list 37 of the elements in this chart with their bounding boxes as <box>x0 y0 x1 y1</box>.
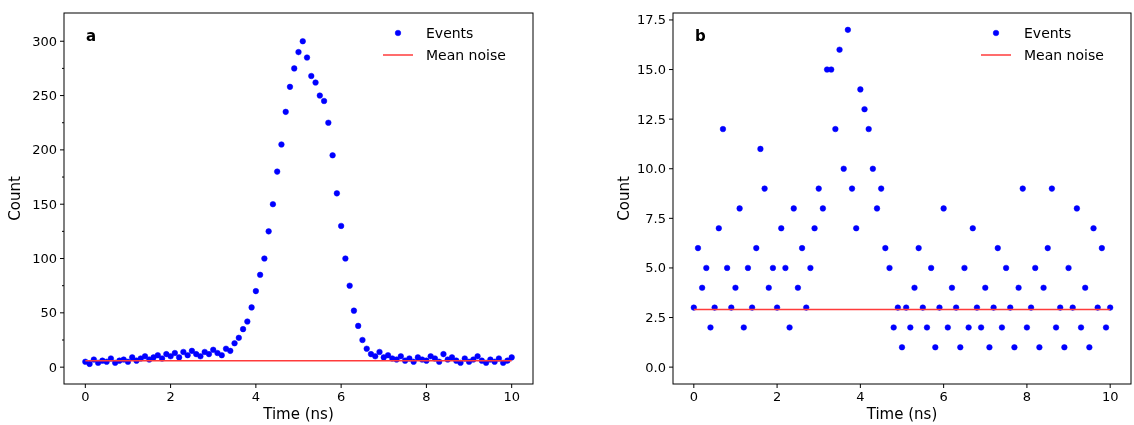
legend-label: Mean noise <box>426 47 506 63</box>
y-tick-label: 17.5 <box>637 12 666 28</box>
y-tick-label: 7.5 <box>645 210 666 226</box>
x-tick-label: 2 <box>166 389 175 404</box>
legend-label: Events <box>1024 25 1072 41</box>
x-tick-label: 10 <box>503 389 520 404</box>
x-tick-label: 6 <box>337 389 346 404</box>
annotation: a <box>86 27 97 45</box>
x-tick-label: 4 <box>856 389 865 404</box>
x-tick-label: 6 <box>939 389 948 404</box>
y-tick-label: 100 <box>32 251 57 267</box>
y-tick-label: 0.0 <box>645 359 666 375</box>
legend-label: Mean noise <box>1024 47 1104 63</box>
x-tick-label: 2 <box>772 389 782 404</box>
x-tick-label: 0 <box>81 389 90 404</box>
y-tick-label: 12.5 <box>637 111 666 127</box>
y-tick-label: 0 <box>48 359 57 375</box>
y-tick-label: 300 <box>32 33 57 49</box>
x-axis-title: Time (ns) <box>262 405 334 423</box>
y-tick-label: 10.0 <box>637 161 666 177</box>
annotation: b <box>695 27 706 45</box>
y-tick-label: 50 <box>40 305 57 321</box>
y-axis-title: Count <box>615 176 633 221</box>
y-tick-label: 250 <box>32 88 57 104</box>
y-tick-label: 5.0 <box>645 260 666 276</box>
x-tick-label: 0 <box>689 389 698 404</box>
y-tick-label: 2.5 <box>645 310 666 326</box>
x-axis-title: Time (ns) <box>865 405 938 423</box>
x-tick-label: 10 <box>1101 389 1119 404</box>
y-tick-label: 150 <box>32 196 57 212</box>
legend-label: Events <box>426 25 474 41</box>
x-tick-label: 8 <box>422 389 431 404</box>
x-tick-label: 4 <box>251 389 260 404</box>
y-tick-label: 15.0 <box>637 62 666 78</box>
x-tick-label: 8 <box>1022 389 1032 404</box>
y-axis-title: Count <box>6 176 24 221</box>
y-tick-label: 200 <box>32 142 57 158</box>
